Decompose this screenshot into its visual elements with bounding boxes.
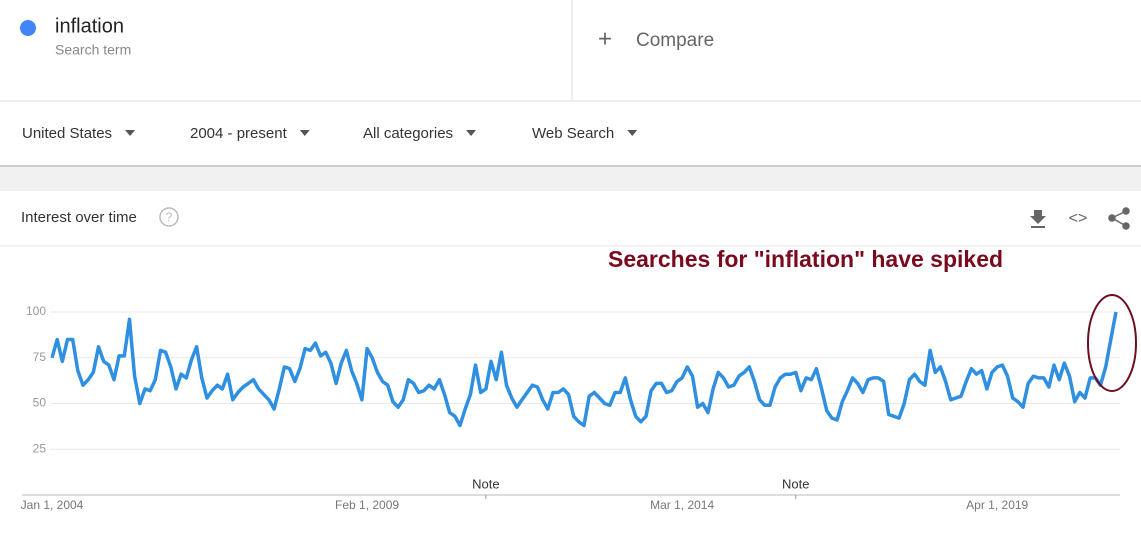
filter-dropdown[interactable]: United States xyxy=(22,125,112,142)
dropdown-arrow xyxy=(466,130,477,136)
embed-icon[interactable]: <> xyxy=(1069,210,1088,227)
dropdown-arrow xyxy=(627,130,638,136)
term-subtitle: Search term xyxy=(55,42,131,58)
x-tick-label: Mar 1, 2014 xyxy=(650,498,714,512)
help-icon[interactable] xyxy=(159,207,179,227)
download-icon[interactable] xyxy=(1030,210,1046,228)
y-tick-label: 75 xyxy=(33,350,47,364)
panel-title: Interest over time xyxy=(21,209,137,226)
filter-dropdown[interactable]: All categories xyxy=(363,125,453,142)
annotation: Searches for "inflation" have spiked xyxy=(608,246,1003,272)
dropdown-arrow xyxy=(125,130,136,136)
term-dot xyxy=(20,20,36,36)
y-tick-label: 25 xyxy=(33,441,47,455)
x-tick-label: Apr 1, 2019 xyxy=(966,498,1028,512)
dropdown-arrow xyxy=(299,130,310,136)
compare[interactable]: Compare xyxy=(636,30,714,51)
note-label: Note xyxy=(472,476,499,491)
plus-icon[interactable]: + xyxy=(598,25,612,52)
x-tick-label: Jan 1, 2004 xyxy=(21,498,84,512)
band xyxy=(0,166,1141,191)
share-icon[interactable] xyxy=(1108,207,1130,230)
y-tick-label: 50 xyxy=(33,396,47,410)
note-label: Note xyxy=(782,476,809,491)
filter-dropdown[interactable]: Web Search xyxy=(532,125,614,142)
y-tick-label: 100 xyxy=(26,304,46,318)
filter-dropdown[interactable]: 2004 - present xyxy=(190,125,288,142)
x-tick-label: Feb 1, 2009 xyxy=(335,498,399,512)
help-icon[interactable]: ? xyxy=(166,210,173,224)
term[interactable]: inflation xyxy=(55,15,124,37)
trend-line xyxy=(50,311,1118,428)
highlight-ellipse xyxy=(1087,294,1137,392)
